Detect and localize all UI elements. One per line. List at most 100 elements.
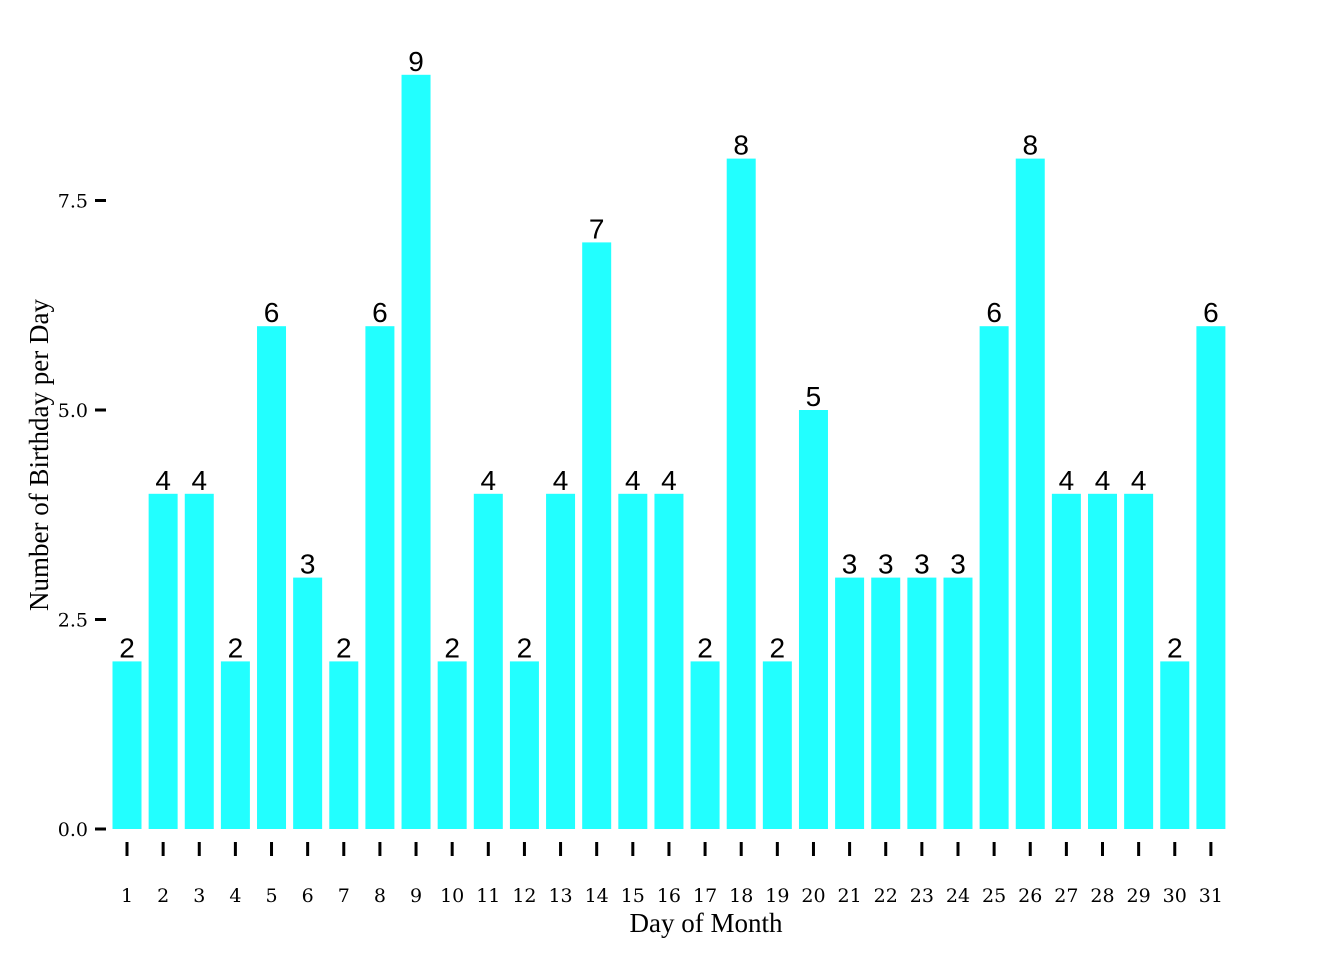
bar-day-13 [546,493,576,829]
x-tick-label: 9 [410,885,422,907]
x-tick-label: 20 [801,885,825,907]
bars [112,74,1226,830]
bar-day-16 [654,493,684,829]
y-tick-label: 7.5 [58,191,88,213]
x-tick-label: 19 [765,885,789,907]
bar-day-3 [184,493,214,829]
x-tick-label: 10 [440,885,464,907]
bar-day-8 [365,326,395,829]
x-tick-label: 13 [548,885,572,907]
bar-value-label: 3 [950,549,966,580]
x-tick-label: 29 [1127,885,1151,907]
bar-day-4 [220,661,250,829]
bar-value-label: 9 [408,46,424,77]
x-tick-label: 11 [476,885,500,907]
bar-day-18 [726,158,756,830]
bar-value-label: 8 [733,130,749,161]
bar-day-10 [437,661,467,829]
bar-day-31 [1196,326,1226,829]
x-tick-label: 6 [302,885,314,907]
bar-day-6 [293,577,323,829]
y-tick-label: 0.0 [58,819,88,841]
bar-value-label: 2 [1167,632,1183,663]
x-tick-label: 28 [1090,885,1114,907]
bar-value-label: 3 [842,549,858,580]
bar-day-24 [943,577,973,829]
bar-value-label: 2 [228,632,244,663]
bar-day-25 [979,326,1009,829]
bar-value-label: 5 [806,381,822,412]
bar-value-label: 7 [589,213,605,244]
y-axis: 0.0 2.5 5.0 7.5 [58,191,106,841]
bar-value-label: 4 [155,465,171,496]
bar-value-label: 4 [661,465,677,496]
bar-value-label: 2 [517,632,533,663]
bar-day-22 [871,577,901,829]
bar-day-28 [1088,493,1118,829]
bar-value-label: 2 [119,632,135,663]
bar-value-label: 3 [878,549,894,580]
x-tick-label: 25 [982,885,1006,907]
bar-day-9 [401,74,431,830]
bar-day-29 [1124,493,1154,829]
x-tick-label: 23 [910,885,934,907]
bar-day-7 [329,661,359,829]
x-tick-label: 26 [1018,885,1042,907]
bar-value-label: 4 [191,465,207,496]
bar-day-15 [618,493,648,829]
bar-value-label: 2 [336,632,352,663]
x-tick-label: 21 [838,885,862,907]
bar-day-30 [1160,661,1190,829]
bar-day-11 [473,493,503,829]
x-tick-label: 15 [621,885,645,907]
bar-day-12 [509,661,539,829]
bar-day-2 [148,493,178,829]
bar-day-27 [1051,493,1081,829]
bar-day-20 [798,410,828,829]
bar-day-14 [582,242,612,829]
x-axis-title: Day of Month [630,908,783,938]
bar-value-label: 4 [625,465,641,496]
x-tick-label: 3 [193,885,205,907]
x-tick-label: 2 [157,885,169,907]
x-tick-label: 1 [121,885,133,907]
bar-value-label: 3 [914,549,930,580]
bar-day-23 [907,577,937,829]
x-tick-label: 24 [946,885,970,907]
x-axis: 1 2 3 4 5 6 7 8 9 10 11 12 13 14 15 16 17 18 19 20 21 22 23 24 2… [121,842,1223,907]
y-tick-label: 5.0 [58,400,88,422]
x-tick-label: 18 [729,885,753,907]
x-tick-label: 31 [1199,885,1223,907]
bar-day-19 [762,661,792,829]
x-tick-label: 12 [512,885,536,907]
bar-value-label: 4 [1059,465,1075,496]
x-tick-label: 5 [265,885,277,907]
bar-day-5 [257,326,287,829]
bar-day-26 [1015,158,1045,830]
bar-value-label: 2 [697,632,713,663]
x-tick-label: 8 [374,885,386,907]
bar-value-label: 6 [986,297,1002,328]
bar-value-label: 4 [481,465,497,496]
y-tick-label: 2.5 [58,610,88,632]
bar-value-label: 3 [300,549,316,580]
y-axis-title: Number of Birthday per Day [24,299,54,611]
bar-value-label: 4 [553,465,569,496]
bar-value-label: 2 [770,632,786,663]
bar-value-label: 6 [372,297,388,328]
bar-value-label: 6 [264,297,280,328]
x-tick-label: 22 [874,885,898,907]
x-tick-label: 7 [338,885,350,907]
x-tick-label: 16 [657,885,681,907]
bar-value-label: 2 [444,632,460,663]
bar-day-1 [112,661,142,829]
bar-value-label: 4 [1131,465,1147,496]
bar-value-label: 8 [1022,130,1038,161]
x-tick-label: 30 [1163,885,1187,907]
x-tick-label: 14 [585,885,609,907]
bar-value-label: 6 [1203,297,1219,328]
bar-value-label: 4 [1095,465,1111,496]
